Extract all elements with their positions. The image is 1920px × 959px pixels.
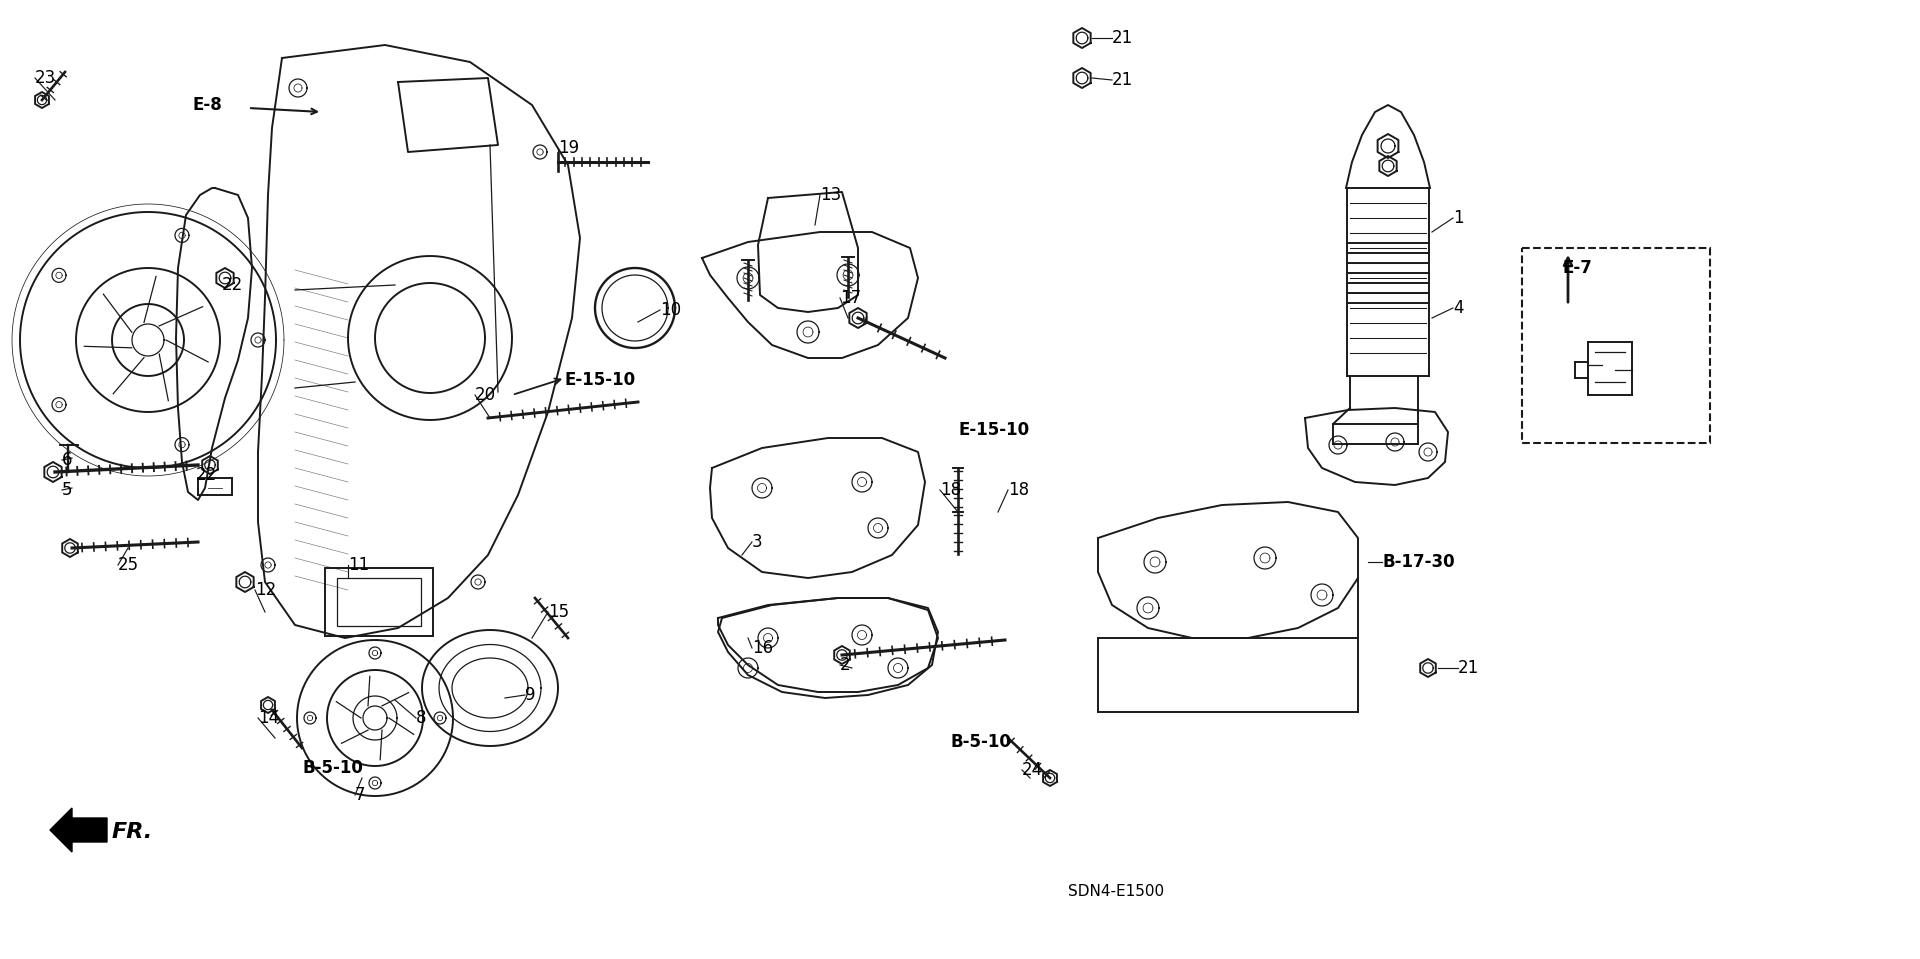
Text: 6: 6 bbox=[61, 451, 73, 469]
Text: 21: 21 bbox=[1112, 71, 1133, 89]
Text: 21: 21 bbox=[1457, 659, 1478, 677]
Bar bbox=[1523, 248, 1711, 443]
Text: 16: 16 bbox=[753, 639, 774, 657]
Text: 5: 5 bbox=[61, 481, 73, 499]
Polygon shape bbox=[50, 808, 108, 852]
Text: 14: 14 bbox=[257, 709, 278, 727]
Text: 15: 15 bbox=[547, 603, 568, 621]
Text: 13: 13 bbox=[820, 186, 841, 204]
Text: 22: 22 bbox=[223, 276, 244, 294]
Text: 21: 21 bbox=[1112, 29, 1133, 47]
Text: 17: 17 bbox=[841, 289, 862, 307]
Text: 11: 11 bbox=[348, 556, 369, 574]
Text: 19: 19 bbox=[559, 139, 580, 157]
Text: B-17-30: B-17-30 bbox=[1382, 553, 1455, 571]
Text: E-15-10: E-15-10 bbox=[958, 421, 1029, 439]
Text: 18: 18 bbox=[941, 481, 962, 499]
Text: 7: 7 bbox=[355, 786, 365, 804]
Text: 3: 3 bbox=[753, 533, 762, 551]
Text: 18: 18 bbox=[1008, 481, 1029, 499]
Text: 25: 25 bbox=[117, 556, 138, 574]
Bar bbox=[338, 578, 420, 626]
Text: 8: 8 bbox=[417, 709, 426, 727]
Text: B-5-10: B-5-10 bbox=[950, 733, 1010, 751]
Text: E-15-10: E-15-10 bbox=[564, 371, 636, 389]
Text: 20: 20 bbox=[474, 386, 495, 404]
Text: 24: 24 bbox=[1021, 761, 1043, 779]
Text: 2: 2 bbox=[841, 656, 851, 674]
Text: B-5-10: B-5-10 bbox=[303, 759, 365, 777]
Text: E-8: E-8 bbox=[192, 96, 221, 114]
Bar bbox=[324, 568, 434, 636]
Text: 1: 1 bbox=[1453, 209, 1463, 227]
Text: 23: 23 bbox=[35, 69, 56, 87]
Text: E-7: E-7 bbox=[1563, 259, 1592, 277]
Text: 22: 22 bbox=[196, 466, 217, 484]
Text: 9: 9 bbox=[524, 686, 536, 704]
Text: SDN4-E1500: SDN4-E1500 bbox=[1068, 884, 1164, 900]
Text: 12: 12 bbox=[255, 581, 276, 599]
Text: 10: 10 bbox=[660, 301, 682, 319]
Text: 4: 4 bbox=[1453, 299, 1463, 317]
Text: FR.: FR. bbox=[111, 822, 154, 842]
